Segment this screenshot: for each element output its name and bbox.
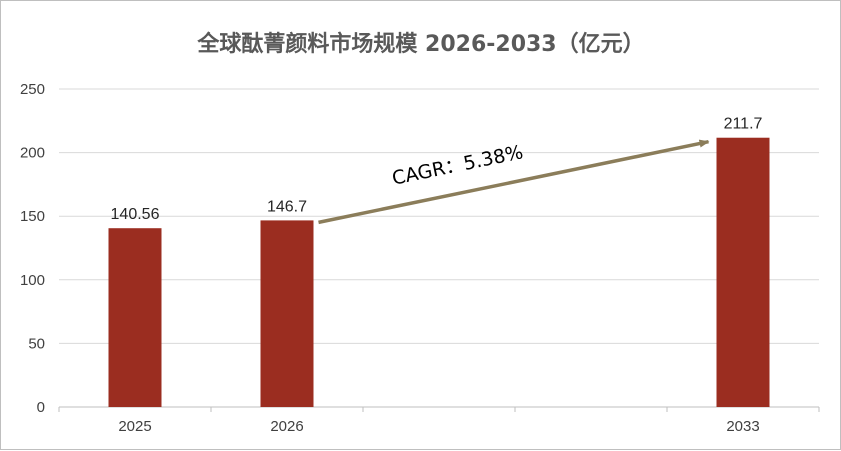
y-tick-label: 50 [28, 335, 45, 352]
y-tick-label: 200 [20, 145, 45, 162]
data-label: 211.7 [724, 116, 763, 133]
cagr-annotation: CAGR：5.38% [318, 139, 710, 225]
chart-title: 全球酞菁颜料市场规模 2026-2033（亿元） [196, 31, 644, 57]
y-tick-label: 100 [20, 272, 45, 289]
data-labels: 140.56 146.7 211.7 [111, 116, 763, 223]
y-tick-label: 0 [37, 399, 45, 416]
gridlines [59, 88, 819, 344]
bar-2033 [716, 137, 770, 408]
x-tick-label: 2026 [270, 418, 303, 435]
data-label: 140.56 [111, 206, 160, 223]
y-tick-label: 150 [20, 208, 45, 225]
bar-2026 [260, 220, 314, 407]
x-tick-label: 2033 [726, 418, 759, 435]
cagr-arrow [318, 139, 710, 225]
bar-2025 [108, 228, 162, 407]
bars [108, 137, 770, 408]
data-label: 146.7 [267, 198, 307, 215]
axes: 0 50 100 150 200 250 2025 2026 2033 [20, 81, 820, 435]
y-tick-label: 250 [20, 81, 45, 98]
x-tick-label: 2025 [118, 418, 151, 435]
